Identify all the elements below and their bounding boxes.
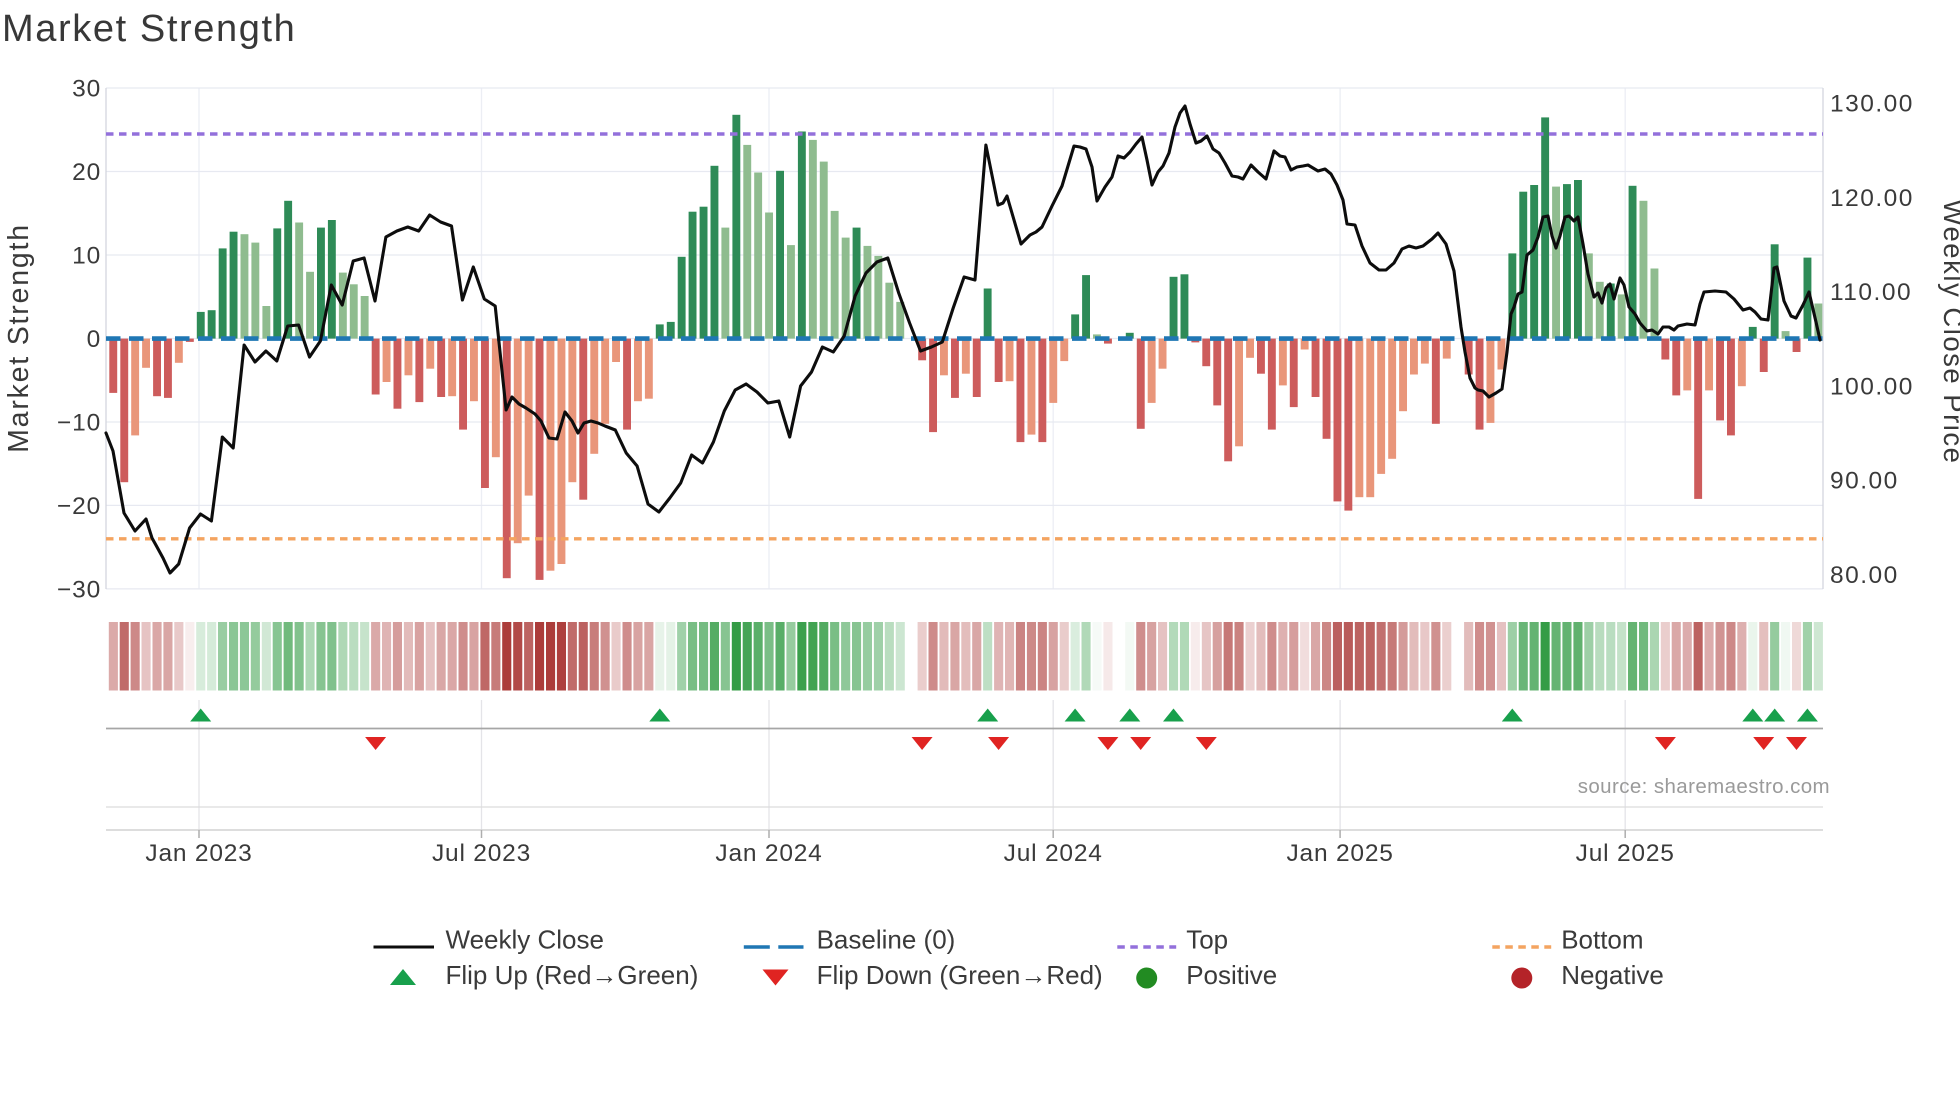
svg-text:Weekly Close Price: Weekly Close Price (1938, 200, 1960, 465)
svg-text:Baseline (0): Baseline (0) (817, 925, 956, 955)
svg-text:Flip Up (Red→Green): Flip Up (Red→Green) (446, 960, 699, 990)
svg-text:Market Strength: Market Strength (2, 8, 296, 50)
svg-text:80.00: 80.00 (1830, 562, 1899, 589)
svg-text:20: 20 (72, 159, 101, 186)
svg-text:Jul 2024: Jul 2024 (1004, 840, 1103, 867)
svg-text:−10: −10 (57, 410, 101, 437)
svg-text:Jul 2025: Jul 2025 (1576, 840, 1675, 867)
svg-text:Flip Down (Green→Red): Flip Down (Green→Red) (817, 960, 1103, 990)
svg-text:100.00: 100.00 (1830, 373, 1914, 400)
svg-text:Negative: Negative (1561, 960, 1664, 990)
svg-text:Jan 2024: Jan 2024 (715, 840, 822, 867)
svg-text:Top: Top (1186, 925, 1228, 955)
svg-text:Market Strength: Market Strength (3, 223, 35, 453)
svg-text:120.00: 120.00 (1830, 185, 1914, 212)
svg-text:−20: −20 (57, 493, 101, 520)
svg-text:Positive: Positive (1186, 960, 1277, 990)
svg-text:110.00: 110.00 (1830, 279, 1912, 306)
svg-text:Jan 2023: Jan 2023 (145, 840, 252, 867)
svg-text:Jul 2023: Jul 2023 (432, 840, 531, 867)
svg-text:10: 10 (72, 243, 101, 270)
svg-text:130.00: 130.00 (1830, 91, 1914, 118)
svg-text:90.00: 90.00 (1830, 468, 1899, 495)
svg-text:source: sharemaestro.com: source: sharemaestro.com (1578, 775, 1830, 798)
svg-text:Jan 2025: Jan 2025 (1286, 840, 1393, 867)
svg-text:Weekly Close: Weekly Close (446, 925, 604, 955)
svg-text:0: 0 (87, 326, 101, 353)
svg-text:Bottom: Bottom (1561, 925, 1643, 955)
svg-text:−30: −30 (57, 577, 101, 604)
svg-text:30: 30 (72, 76, 101, 103)
